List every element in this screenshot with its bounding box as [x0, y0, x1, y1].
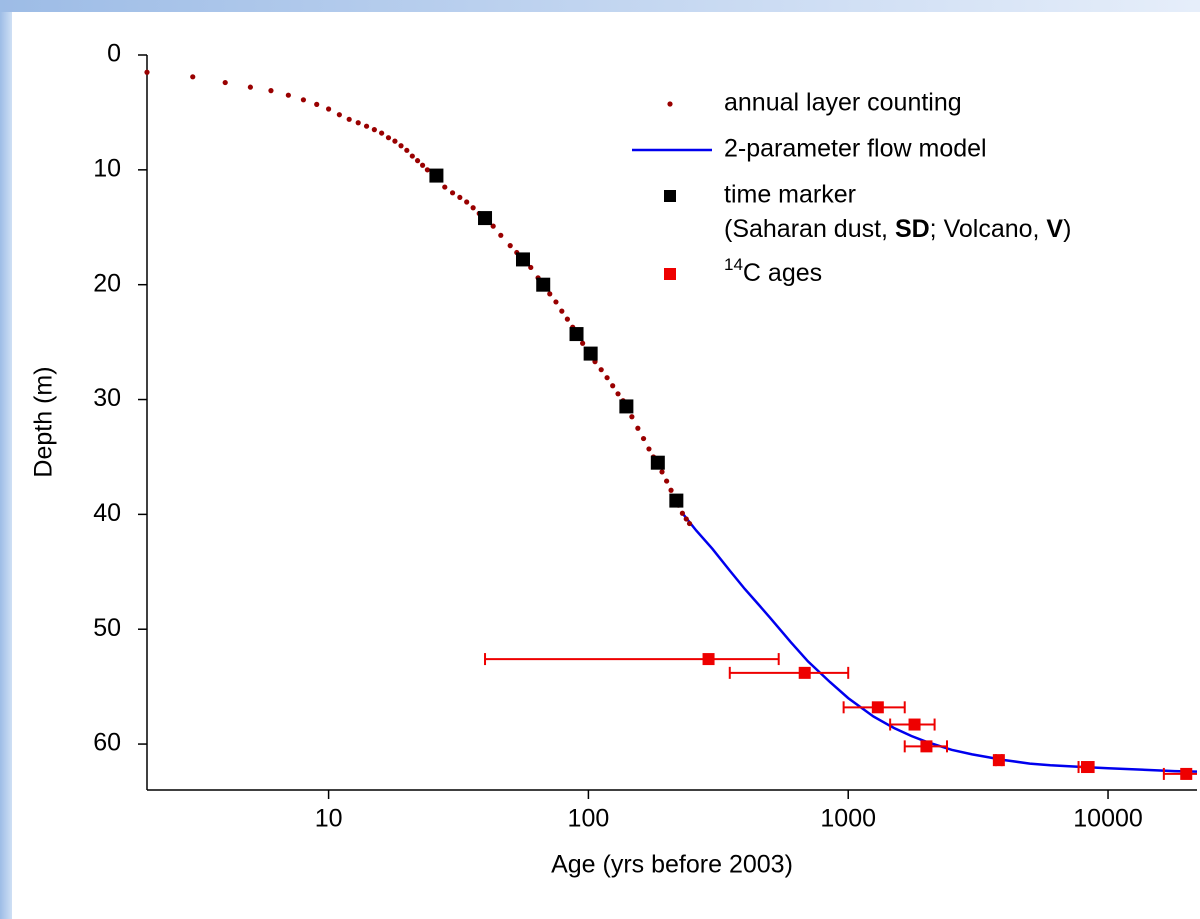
- legend-symbol: [664, 268, 676, 280]
- c14-square: [702, 653, 715, 666]
- data-dot: [498, 232, 504, 238]
- legend-superscript: 14: [724, 255, 743, 274]
- legend-note-part: SD: [895, 215, 930, 243]
- y-tick-label: 0: [107, 40, 121, 68]
- marker-square: [429, 168, 444, 183]
- data-dot: [398, 143, 404, 149]
- marker-square: [536, 277, 551, 292]
- data-dot: [285, 92, 291, 98]
- data-dot: [646, 446, 652, 452]
- c14-square: [1180, 767, 1193, 780]
- legend-label: 14C ages: [724, 255, 822, 286]
- legend-symbol: [667, 101, 673, 107]
- data-dot: [683, 516, 689, 522]
- legend-label-rest: C ages: [743, 259, 822, 287]
- marker-square: [669, 493, 684, 508]
- data-dot: [247, 84, 253, 90]
- marker-square: [583, 346, 598, 361]
- legend-note: (Saharan dust, SD; Volcano, V): [724, 215, 1071, 243]
- y-axis-title: Depth (m): [30, 366, 58, 477]
- data-dot: [363, 123, 370, 129]
- data-dot: [679, 510, 685, 516]
- data-dot: [442, 184, 448, 190]
- data-dot: [457, 194, 463, 201]
- c14-square: [798, 666, 811, 679]
- x-tick-label: 10000: [1073, 805, 1143, 833]
- data-dot: [336, 112, 342, 118]
- data-dot: [664, 478, 670, 484]
- data-dot: [464, 199, 470, 205]
- data-dot: [268, 88, 274, 94]
- data-dot: [371, 127, 377, 133]
- legend-label: 2-parameter flow model: [724, 135, 987, 163]
- data-dot: [379, 130, 385, 136]
- data-dot: [222, 79, 228, 86]
- x-tick-label: 1000: [820, 805, 876, 833]
- data-dot: [580, 340, 586, 346]
- top-band: [0, 0, 1200, 12]
- marker-square: [478, 211, 493, 226]
- data-dot: [144, 69, 150, 75]
- data-dot: [507, 243, 513, 249]
- x-tick-label: 10: [315, 805, 343, 833]
- marker-square: [569, 327, 584, 342]
- legend-note-part: V: [1046, 215, 1063, 243]
- c14-square: [871, 701, 884, 714]
- data-dot: [190, 74, 196, 80]
- c14-square: [908, 718, 921, 731]
- data-dot: [610, 383, 616, 389]
- data-dot: [564, 316, 570, 322]
- data-dot: [470, 205, 476, 211]
- data-dot: [326, 106, 332, 112]
- marker-square: [650, 455, 665, 470]
- data-dot: [629, 414, 635, 420]
- y-tick-label: 50: [93, 614, 121, 642]
- c14-square: [1081, 761, 1094, 774]
- data-dot: [668, 487, 674, 493]
- data-dot: [404, 147, 410, 153]
- panel: [12, 12, 1200, 919]
- data-dot: [559, 308, 565, 314]
- legend-label: annual layer counting: [724, 89, 962, 117]
- data-dot: [553, 299, 559, 305]
- data-dot: [424, 167, 430, 173]
- x-tick-label: 100: [568, 805, 610, 833]
- y-tick-label: 40: [93, 499, 121, 527]
- data-dot: [300, 97, 307, 103]
- data-dot: [355, 120, 361, 126]
- data-dot: [598, 367, 604, 373]
- data-dot: [449, 190, 456, 196]
- data-dot: [346, 116, 352, 122]
- data-dot: [409, 153, 415, 159]
- data-dot: [314, 101, 320, 107]
- data-dot: [392, 138, 398, 144]
- y-tick-label: 10: [93, 154, 121, 182]
- marker-square: [515, 252, 530, 267]
- legend-note-part: (Saharan dust,: [724, 215, 895, 243]
- data-dot: [604, 375, 610, 381]
- legend-symbol: [664, 190, 676, 202]
- marker-square: [619, 399, 634, 414]
- y-tick-label: 30: [93, 384, 121, 412]
- data-dot: [686, 520, 693, 527]
- legend-label: time marker: [724, 181, 856, 209]
- c14-square: [992, 754, 1005, 767]
- data-dot: [385, 135, 392, 141]
- y-tick-label: 60: [93, 729, 121, 757]
- legend-note-part: ; Volcano,: [930, 215, 1047, 243]
- legend-note-part: ): [1063, 215, 1071, 243]
- data-dot: [635, 425, 641, 431]
- data-dot: [659, 469, 665, 475]
- y-tick-label: 20: [93, 269, 121, 297]
- data-dot: [547, 291, 553, 297]
- c14-square: [920, 740, 933, 753]
- data-dot: [615, 391, 621, 397]
- data-dot: [419, 162, 426, 168]
- x-axis-title: Age (yrs before 2003): [551, 851, 793, 879]
- data-dot: [414, 158, 421, 164]
- data-dot: [640, 435, 647, 442]
